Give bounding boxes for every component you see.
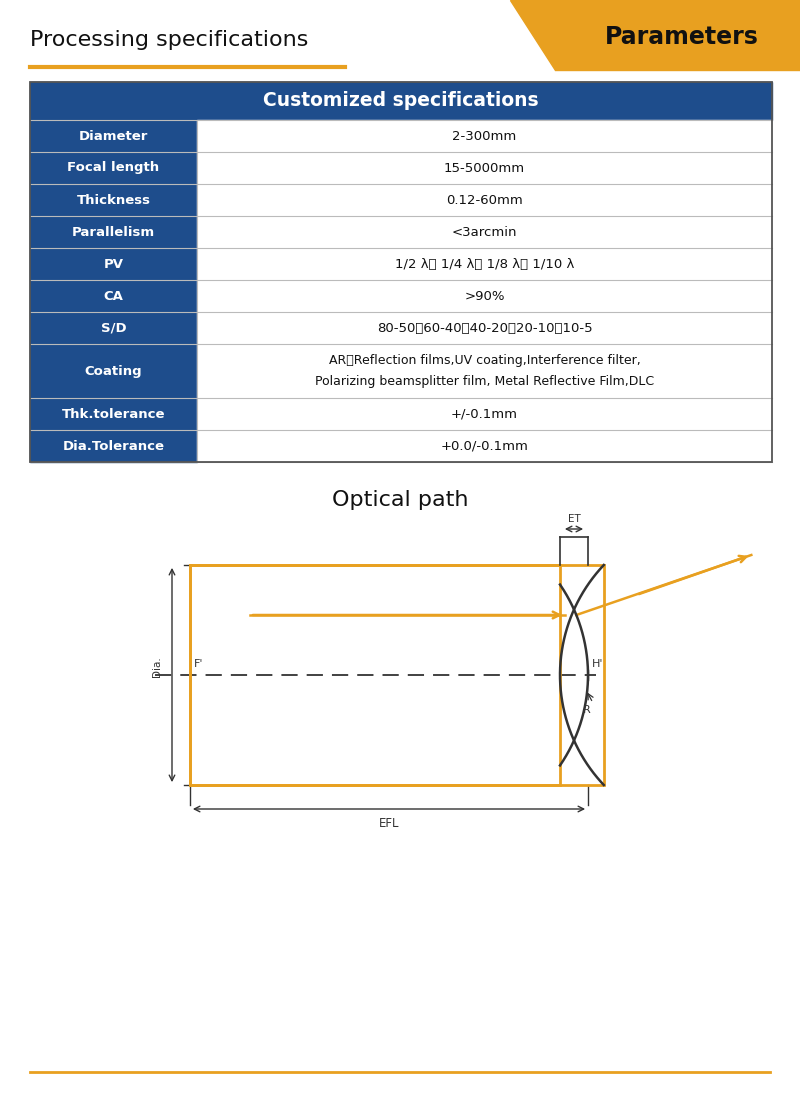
Text: Optical path: Optical path	[332, 490, 468, 510]
Text: 1/2 λ、 1/4 λ、 1/8 λ、 1/10 λ: 1/2 λ、 1/4 λ、 1/8 λ、 1/10 λ	[395, 257, 574, 271]
Text: R: R	[583, 705, 590, 715]
Text: Coating: Coating	[85, 364, 142, 377]
Bar	[197, 280, 772, 312]
Bar	[30, 184, 197, 216]
Bar	[190, 565, 560, 785]
Bar	[197, 312, 772, 344]
Bar	[197, 216, 772, 248]
Text: EFL: EFL	[378, 817, 399, 830]
Bar	[197, 430, 772, 462]
Text: S/D: S/D	[101, 321, 126, 334]
Bar	[30, 216, 197, 248]
Text: ET: ET	[568, 514, 580, 524]
Text: F': F'	[194, 659, 203, 669]
Text: 15-5000mm: 15-5000mm	[444, 162, 525, 175]
Bar	[30, 280, 197, 312]
Bar	[30, 82, 772, 120]
Bar	[30, 430, 197, 462]
Text: 80-50、60-40、40-20、20-10、10-5: 80-50、60-40、40-20、20-10、10-5	[377, 321, 592, 334]
Bar	[197, 152, 772, 184]
Text: Diameter: Diameter	[79, 130, 148, 143]
Text: CA: CA	[103, 289, 123, 302]
Bar	[197, 120, 772, 152]
Bar	[197, 184, 772, 216]
Bar	[30, 152, 197, 184]
Text: Focal length: Focal length	[67, 162, 159, 175]
Bar	[197, 344, 772, 398]
Text: Dia.Tolerance: Dia.Tolerance	[62, 440, 165, 452]
Text: Parameters: Parameters	[605, 25, 759, 50]
Bar	[30, 82, 772, 462]
Text: +0.0/-0.1mm: +0.0/-0.1mm	[441, 440, 529, 452]
Text: PV: PV	[103, 257, 123, 271]
Bar	[30, 344, 197, 398]
Bar	[190, 565, 604, 785]
Text: 2-300mm: 2-300mm	[452, 130, 517, 143]
Text: >90%: >90%	[464, 289, 505, 302]
Bar	[197, 398, 772, 430]
Polygon shape	[510, 0, 800, 70]
Text: Thickness: Thickness	[77, 194, 150, 207]
Text: Thk.tolerance: Thk.tolerance	[62, 407, 166, 420]
Text: +/-0.1mm: +/-0.1mm	[451, 407, 518, 420]
Bar	[197, 248, 772, 280]
Text: Polarizing beamsplitter film, Metal Reflective Film,DLC: Polarizing beamsplitter film, Metal Refl…	[315, 375, 654, 388]
Bar	[30, 398, 197, 430]
Text: 0.12-60mm: 0.12-60mm	[446, 194, 523, 207]
Text: AR、Reflection films,UV coating,Interference filter,: AR、Reflection films,UV coating,Interfere…	[329, 354, 640, 366]
Text: Customized specifications: Customized specifications	[263, 91, 539, 110]
Bar	[30, 312, 197, 344]
Text: H': H'	[592, 659, 603, 669]
Bar	[30, 120, 197, 152]
Text: Processing specifications: Processing specifications	[30, 30, 308, 50]
Bar	[30, 248, 197, 280]
Text: <3arcmin: <3arcmin	[452, 226, 518, 239]
Text: Dia.: Dia.	[152, 657, 162, 678]
Text: Parallelism: Parallelism	[72, 226, 155, 239]
